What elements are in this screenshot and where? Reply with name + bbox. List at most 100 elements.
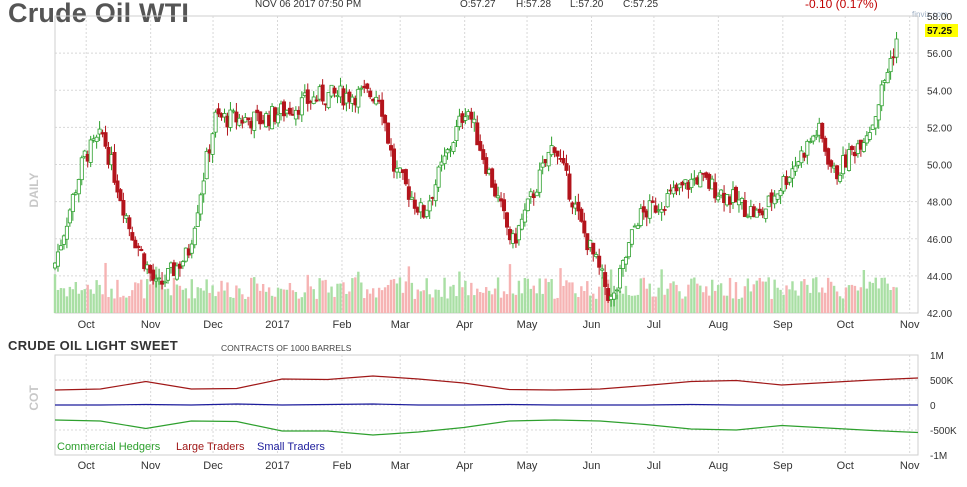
candle-body (879, 84, 884, 107)
volume-bar (797, 295, 800, 313)
volume-bar (181, 289, 185, 313)
price-tick-label: 56.00 (927, 49, 952, 60)
candle-body (359, 87, 364, 90)
candle-body (522, 209, 527, 223)
volume-bar (92, 293, 95, 313)
volume-bar (205, 279, 208, 313)
volume-bar (818, 292, 821, 313)
volume-bar (496, 277, 500, 313)
candle-body (368, 90, 373, 98)
volume-bar (89, 289, 92, 313)
volume-bar (380, 290, 384, 313)
candle-body (166, 268, 171, 281)
candle-body (70, 194, 75, 213)
candle-body (775, 193, 780, 200)
volume-bar (238, 288, 241, 313)
volume-bar (175, 284, 179, 313)
legend-small-traders: Small Traders (257, 441, 325, 453)
volume-bar (446, 298, 449, 313)
volume-bar (749, 291, 753, 313)
volume-bar (651, 296, 654, 313)
volume-bar (363, 298, 366, 313)
candle-body (576, 201, 581, 212)
volume-bar (770, 298, 773, 313)
volume-bar (223, 290, 226, 313)
candle-body (424, 209, 429, 217)
volume-bar (508, 264, 512, 313)
brand-watermark[interactable]: finviz.com (912, 10, 948, 19)
candle-body (463, 116, 468, 121)
candle-body (82, 150, 87, 158)
candle-body (867, 132, 872, 140)
volume-bar (345, 293, 348, 313)
candle-body (552, 147, 557, 153)
volume-bar (577, 296, 580, 313)
price-x-tick-label: Dec (203, 319, 223, 331)
last-price-tag-text: 57.25 (927, 26, 952, 37)
candle-body (320, 84, 325, 102)
candle-body (650, 200, 655, 203)
candle-body (606, 288, 611, 301)
quote-open: O:57.27 (460, 0, 496, 10)
candle-body (537, 169, 542, 193)
price-tick-label: 54.00 (927, 86, 952, 97)
volume-bar (235, 285, 238, 313)
candle-body (829, 160, 834, 167)
candle-body (662, 209, 667, 211)
volume-bar (758, 277, 761, 313)
volume-bar (499, 297, 503, 313)
candle-body (287, 107, 292, 115)
volume-bar (702, 292, 705, 313)
candle-body (356, 88, 361, 108)
candle-body (885, 72, 890, 84)
candle-body (112, 151, 117, 183)
volume-bar (710, 279, 714, 313)
candle-body (698, 172, 703, 188)
candle-body (475, 122, 480, 146)
volume-bar (211, 285, 214, 313)
volume-bar (101, 294, 104, 313)
cot-x-tick-label: 2017 (265, 460, 289, 472)
volume-bar (571, 282, 574, 313)
volume-bar (535, 293, 538, 313)
volume-bar (104, 262, 107, 313)
volume-bar (589, 295, 592, 313)
cot-x-tick-label: Aug (709, 460, 729, 472)
volume-bar (645, 288, 648, 313)
candle-body (365, 83, 370, 89)
candle-body (516, 225, 521, 241)
price-tick-label: 44.00 (927, 272, 952, 283)
volume-bar (401, 292, 405, 313)
candle-body (189, 243, 194, 254)
candle-body (231, 110, 236, 113)
legend-commercial-hedgers: Commercial Hedgers (57, 441, 161, 453)
candle-body (246, 117, 251, 121)
volume-bar (202, 290, 205, 313)
volume-bar (800, 281, 803, 313)
candle-body (130, 232, 135, 241)
candle-body (157, 277, 162, 280)
volume-bar (761, 281, 764, 313)
candle-body (505, 212, 510, 228)
volume-bar (137, 283, 140, 313)
price-x-tick-label: Apr (456, 319, 473, 331)
volume-bar (157, 280, 161, 313)
volume-bar (392, 279, 396, 313)
volume-bar (386, 284, 390, 313)
chart-title: Crude Oil WTI (8, 0, 190, 28)
volume-bar (437, 289, 440, 313)
volume-bar (458, 271, 461, 313)
volume-bar (841, 298, 845, 313)
candle-body (445, 149, 450, 154)
candle-body (472, 118, 477, 124)
volume-bar (270, 295, 274, 313)
volume-bar (333, 296, 336, 313)
candle-body (163, 281, 168, 284)
volume-bar (630, 295, 634, 313)
price-change: -0.10 (0.17%) (805, 0, 878, 11)
volume-bar (511, 293, 515, 313)
volume-bar (258, 290, 262, 313)
candle-body (742, 200, 747, 218)
candle-body (180, 261, 185, 267)
